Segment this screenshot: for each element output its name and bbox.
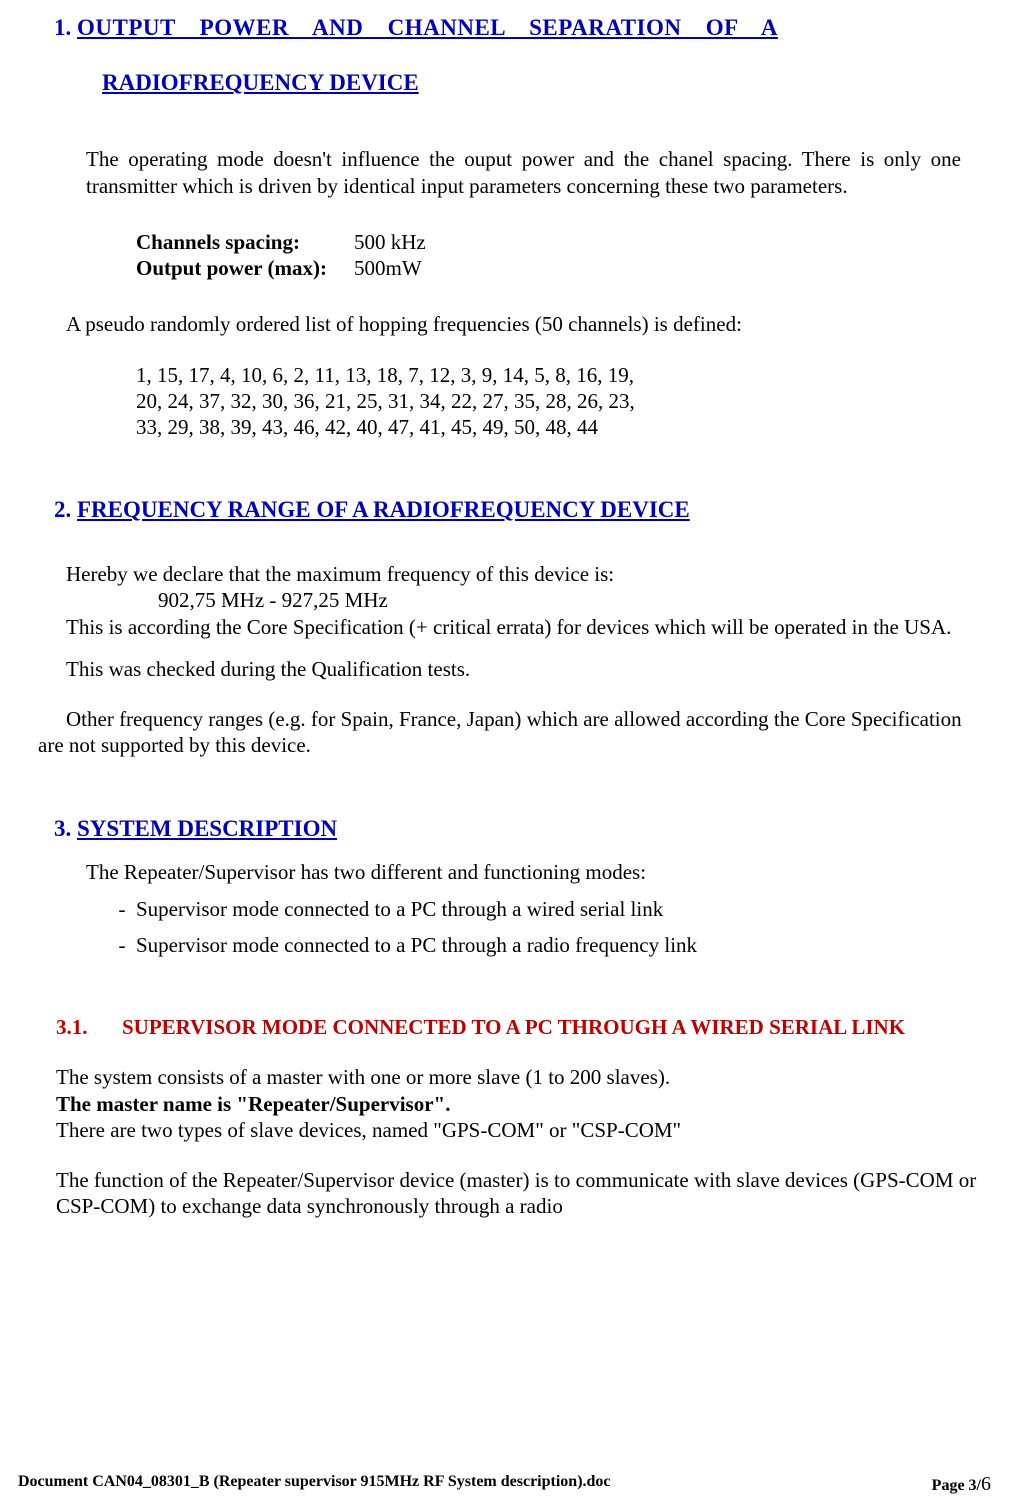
section-3-number: 3. — [54, 816, 71, 841]
section-2-p4: Other frequency ranges (e.g. for Spain, … — [38, 706, 991, 759]
section-1-title-line1: OUTPUT POWER AND CHANNEL SEPARATION OF A — [77, 15, 778, 40]
section-3-intro: The Repeater/Supervisor has two differen… — [86, 859, 961, 885]
page-footer: Document CAN04_08301_B (Repeater supervi… — [0, 1472, 1029, 1497]
list-item: - Supervisor mode connected to a PC thro… — [108, 896, 991, 922]
dash-icon: - — [108, 932, 136, 958]
mode-list: - Supervisor mode connected to a PC thro… — [108, 896, 991, 959]
frequency-range: 902,75 MHz - 927,25 MHz — [158, 587, 991, 613]
hopping-line-2: 20, 24, 37, 32, 30, 36, 21, 25, 31, 34, … — [136, 388, 991, 414]
output-power-row: Output power (max): 500mW — [136, 255, 991, 281]
section-2-title: FREQUENCY RANGE OF A RADIOFREQUENCY DEVI… — [77, 497, 690, 522]
channels-spacing-label: Channels spacing: — [136, 229, 354, 255]
footer-page-total: 6 — [981, 1473, 991, 1495]
section-1-intro: The operating mode doesn't influence the… — [86, 146, 961, 199]
hopping-line-3: 33, 29, 38, 39, 43, 46, 42, 40, 47, 41, … — [136, 414, 991, 440]
section-3-heading: 3. SYSTEM DESCRIPTION — [60, 815, 991, 844]
hopping-line-1: 1, 15, 17, 4, 10, 6, 2, 11, 13, 18, 7, 1… — [136, 362, 991, 388]
footer-page-label: Page 3/ — [932, 1477, 981, 1494]
channels-spacing-value: 500 kHz — [354, 229, 426, 255]
section-2-p2: This is according the Core Specification… — [38, 614, 991, 640]
section-2-number: 2. — [54, 497, 71, 522]
subsection-3-1-number: 3.1. — [56, 1014, 122, 1040]
section-3-title: SYSTEM DESCRIPTION — [77, 816, 337, 841]
subsection-3-1-p3: There are two types of slave devices, na… — [56, 1117, 991, 1143]
dash-icon: - — [108, 896, 136, 922]
subsection-3-1-heading: 3.1.SUPERVISOR MODE CONNECTED TO A PC TH… — [56, 1014, 961, 1040]
hopping-intro: A pseudo randomly ordered list of hoppin… — [66, 311, 991, 337]
list-item: - Supervisor mode connected to a PC thro… — [108, 932, 991, 958]
subsection-3-1-p1: The system consists of a master with one… — [56, 1064, 991, 1090]
section-1-title-line2: RADIOFREQUENCY DEVICE — [102, 70, 419, 95]
section-2-p1: Hereby we declare that the maximum frequ… — [66, 561, 991, 587]
subsection-3-1-title: SUPERVISOR MODE CONNECTED TO A PC THROUG… — [122, 1015, 905, 1039]
section-2-heading: 2. FREQUENCY RANGE OF A RADIOFREQUENCY D… — [60, 496, 991, 525]
hopping-frequencies: 1, 15, 17, 4, 10, 6, 2, 11, 13, 18, 7, 1… — [136, 362, 991, 441]
section-2-p3: This was checked during the Qualificatio… — [66, 656, 991, 682]
output-power-value: 500mW — [354, 255, 422, 281]
output-power-label: Output power (max): — [136, 255, 354, 281]
section-1-heading: 1. OUTPUT POWER AND CHANNEL SEPARATION O… — [60, 0, 991, 55]
footer-document-name: Document CAN04_08301_B (Repeater supervi… — [18, 1472, 611, 1497]
mode-1-text: Supervisor mode connected to a PC throug… — [136, 896, 663, 922]
subsection-3-1-p2: The master name is "Repeater/Supervisor"… — [56, 1091, 991, 1117]
subsection-3-1-p4: The function of the Repeater/Supervisor … — [56, 1167, 991, 1220]
mode-2-text: Supervisor mode connected to a PC throug… — [136, 932, 697, 958]
channels-spacing-row: Channels spacing: 500 kHz — [136, 229, 991, 255]
footer-page-number: Page 3/6 — [932, 1472, 991, 1497]
section-1-number: 1. — [54, 15, 71, 40]
